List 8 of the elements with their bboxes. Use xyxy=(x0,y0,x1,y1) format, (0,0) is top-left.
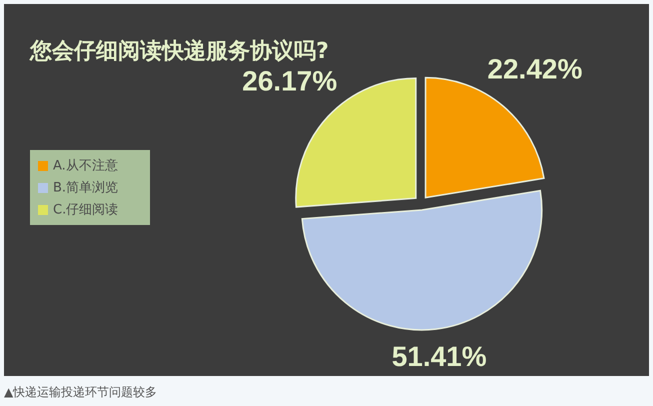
legend-label: B.简单浏览 xyxy=(53,180,118,196)
legend-label: C.仔细阅读 xyxy=(53,202,118,218)
legend-label: A.从不注意 xyxy=(53,158,118,174)
chart-title: 您会仔细阅读快递服务协议吗? xyxy=(29,38,329,64)
text: ▲快递运输投递环节问题较多 xyxy=(4,385,158,399)
data-label: 26.17% xyxy=(242,65,338,96)
data-label: 51.41% xyxy=(392,341,487,372)
data-label: 22.42% xyxy=(487,53,582,84)
